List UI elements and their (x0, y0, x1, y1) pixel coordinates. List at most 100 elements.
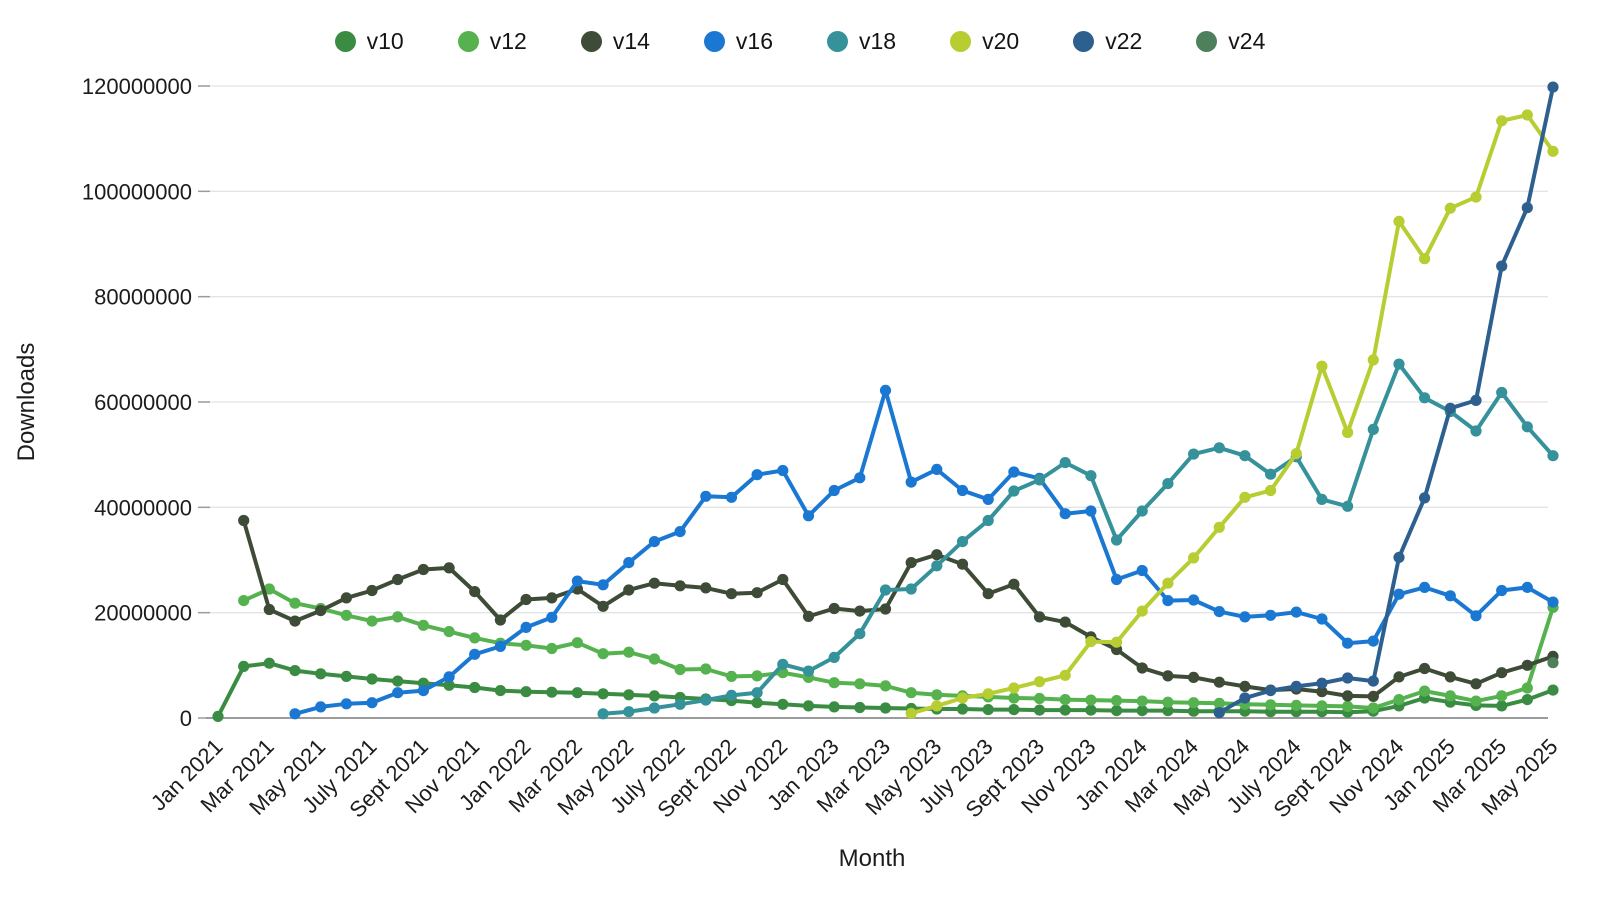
data-point-v10 (1033, 704, 1046, 716)
data-point-v16 (1239, 611, 1251, 623)
data-point-v12 (597, 648, 609, 660)
data-point-v10 (1547, 684, 1559, 696)
data-point-v12 (417, 619, 429, 631)
data-point-v16 (1136, 564, 1148, 577)
data-point-v14 (340, 592, 352, 604)
legend-item-v10[interactable]: v10 (334, 28, 404, 55)
data-point-v16 (1496, 584, 1508, 597)
data-point-v14 (674, 580, 686, 592)
data-point-v16 (597, 579, 609, 591)
data-point-v14 (751, 587, 763, 599)
data-point-v12 (469, 632, 481, 644)
data-point-v12 (1290, 699, 1302, 712)
data-point-v16 (1444, 590, 1456, 602)
legend-item-v14[interactable]: v14 (580, 28, 650, 55)
data-point-v14 (1444, 671, 1456, 683)
data-point-v16 (1316, 613, 1328, 625)
data-point-v10 (263, 657, 275, 669)
data-point-v16 (777, 464, 789, 477)
data-point-v20 (1059, 669, 1071, 681)
data-point-v12 (1085, 694, 1097, 706)
data-point-v10 (1136, 705, 1148, 717)
legend-item-v22[interactable]: v22 (1073, 28, 1142, 55)
legend-label: v18 (859, 28, 897, 54)
data-point-v14 (879, 603, 892, 615)
data-point-v18 (1239, 450, 1251, 462)
data-point-v16 (982, 493, 994, 505)
data-point-v16 (1547, 596, 1559, 608)
data-point-v14 (289, 615, 301, 627)
data-point-v20 (1188, 552, 1200, 564)
legend-dot (457, 31, 479, 52)
data-point-v12 (443, 626, 455, 638)
data-point-v20 (1367, 354, 1379, 366)
data-point-v20 (956, 692, 969, 704)
data-point-v14 (238, 514, 250, 527)
data-point-v14 (1136, 662, 1148, 674)
data-point-v12 (1213, 697, 1225, 709)
data-point-v14 (982, 588, 994, 600)
data-point-v10 (289, 665, 301, 677)
data-point-v20 (1111, 636, 1123, 648)
data-point-v16 (1290, 606, 1302, 618)
data-point-v18 (1162, 478, 1174, 490)
data-point-v12 (1188, 697, 1200, 709)
legend-item-v24[interactable]: v24 (1196, 28, 1265, 55)
data-point-v10 (623, 689, 635, 701)
data-point-v14 (725, 588, 738, 600)
data-point-v16 (443, 671, 455, 683)
data-point-v20 (982, 688, 994, 700)
data-point-v10 (1085, 704, 1097, 716)
data-point-v12 (1033, 692, 1046, 705)
data-point-v12 (905, 687, 917, 699)
data-point-v14 (828, 602, 840, 615)
legend-item-v20[interactable]: v20 (950, 28, 1019, 55)
y-tick-label: 40000000 (94, 495, 192, 520)
data-point-v20 (1239, 491, 1251, 503)
data-point-v16 (1008, 466, 1020, 478)
data-point-v16 (1393, 588, 1405, 600)
data-point-v22 (1213, 707, 1225, 719)
data-point-v16 (469, 648, 481, 660)
data-point-v16 (725, 491, 738, 503)
data-point-v16 (1085, 505, 1097, 517)
legend-item-v18[interactable]: v18 (827, 28, 896, 55)
legend-label: v22 (1105, 28, 1143, 54)
data-point-v16 (956, 484, 969, 497)
data-point-v12 (1059, 694, 1071, 706)
data-point-v12 (1111, 695, 1123, 707)
data-point-v16 (289, 708, 301, 720)
legend-dot (950, 31, 972, 52)
chart-legend: v10 v12 v14 v16 v18 v20 v22 v24 (0, 28, 1600, 55)
data-point-v12 (725, 670, 738, 683)
data-point-v10 (597, 688, 609, 700)
data-point-v12 (366, 615, 378, 627)
data-point-v20 (1033, 676, 1046, 688)
legend-item-v16[interactable]: v16 (703, 28, 773, 55)
data-point-v12 (1521, 682, 1533, 694)
data-point-v10 (469, 681, 481, 694)
data-point-v18 (674, 698, 686, 710)
legend-item-v12[interactable]: v12 (457, 28, 527, 55)
data-point-v14 (1393, 671, 1405, 683)
data-point-v18 (982, 514, 994, 527)
data-point-v16 (623, 557, 635, 569)
data-point-v12 (520, 639, 532, 651)
data-point-v18 (1059, 457, 1071, 469)
y-tick-label: 80000000 (94, 285, 192, 310)
series-layer (212, 81, 1559, 723)
y-tick-label: 60000000 (94, 390, 192, 415)
data-point-v18 (956, 536, 969, 548)
data-point-v14 (494, 614, 506, 626)
data-point-v10 (1008, 704, 1020, 716)
data-point-v22 (1444, 402, 1456, 414)
data-point-v22 (1419, 492, 1431, 504)
data-point-v16 (700, 490, 712, 502)
data-point-v14 (1496, 667, 1508, 679)
y-axis-title: Downloads (13, 343, 40, 462)
data-point-v18 (751, 687, 763, 699)
data-point-v20 (1419, 253, 1431, 265)
data-point-v20 (1521, 109, 1533, 121)
